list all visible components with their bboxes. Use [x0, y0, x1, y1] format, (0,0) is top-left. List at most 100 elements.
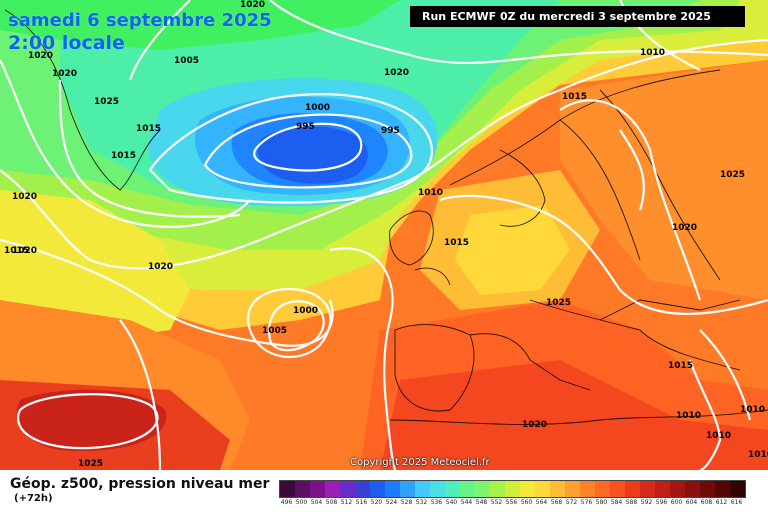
- forecast-date: samedi 6 septembre 2025: [8, 10, 272, 31]
- copyright-text: Copyright 2025 Meteociel.fr: [350, 457, 490, 468]
- scale-label: 500: [295, 499, 308, 506]
- isobar-label: 1025: [720, 170, 745, 180]
- scale-swatch: [685, 481, 700, 497]
- isobar-label: 1010: [640, 48, 665, 58]
- scale-label: 544: [460, 499, 473, 506]
- isobar-label: 1010: [740, 405, 765, 415]
- scale-swatch: [340, 481, 355, 497]
- isobar-label: 1020: [522, 420, 547, 430]
- isobar-label: 1005: [262, 326, 287, 336]
- isobar-label: 1010: [748, 450, 768, 460]
- scale-swatch: [490, 481, 505, 497]
- isobar-label: 1015: [4, 246, 29, 256]
- scale-label: 564: [535, 499, 548, 506]
- forecast-time: 2:00 locale: [8, 32, 125, 54]
- isobar-label: 1020: [384, 68, 409, 78]
- scale-label: 536: [430, 499, 443, 506]
- scale-swatch: [610, 481, 625, 497]
- scale-swatch: [655, 481, 670, 497]
- isobar-label: 1020: [28, 51, 53, 61]
- isobar-label: 995: [381, 126, 400, 136]
- scale-label: 560: [520, 499, 533, 506]
- scale-label: 592: [640, 499, 653, 506]
- color-scale: [279, 480, 746, 498]
- scale-swatch: [430, 481, 445, 497]
- isobar-label: 1000: [305, 103, 330, 113]
- isobar-label: 995: [296, 122, 315, 132]
- scale-swatch: [460, 481, 475, 497]
- scale-label: 616: [730, 499, 743, 506]
- isobar-label: 1020: [148, 262, 173, 272]
- isobar-label: 1025: [78, 459, 103, 469]
- isobar-label: 1020: [672, 223, 697, 233]
- scale-swatch: [550, 481, 565, 497]
- isobar-label: 1020: [52, 69, 77, 79]
- scale-label: 524: [385, 499, 398, 506]
- scale-label: 596: [655, 499, 668, 506]
- isobar-label: 1020: [12, 246, 37, 256]
- scale-label: 532: [415, 499, 428, 506]
- scale-label: 556: [505, 499, 518, 506]
- scale-label: 552: [490, 499, 503, 506]
- scale-swatch: [385, 481, 400, 497]
- scale-label: 508: [325, 499, 338, 506]
- scale-label: 608: [700, 499, 713, 506]
- scale-swatch: [295, 481, 310, 497]
- scale-swatch: [475, 481, 490, 497]
- scale-swatch: [625, 481, 640, 497]
- isobar-label: 1015: [444, 238, 469, 248]
- scale-label: 576: [580, 499, 593, 506]
- scale-swatch: [670, 481, 685, 497]
- scale-swatch: [445, 481, 460, 497]
- legend-footer: Géop. z500, pression niveau mer (+72h) 4…: [0, 470, 768, 512]
- scale-label: 512: [340, 499, 353, 506]
- scale-label: 568: [550, 499, 563, 506]
- scale-label: 528: [400, 499, 413, 506]
- scale-label: 520: [370, 499, 383, 506]
- scale-label: 516: [355, 499, 368, 506]
- scale-label: 612: [715, 499, 728, 506]
- isobar-label: 1000: [293, 306, 318, 316]
- lead-time: (+72h): [14, 493, 53, 504]
- isobar-label: 1025: [546, 298, 571, 308]
- scale-swatch: [730, 481, 745, 497]
- scale-label: 572: [565, 499, 578, 506]
- scale-swatch: [640, 481, 655, 497]
- scale-label: 604: [685, 499, 698, 506]
- scale-swatch: [595, 481, 610, 497]
- scale-swatch: [565, 481, 580, 497]
- color-scale-labels: 496 500 504 508 512 516 520 524 528 532 536 540 544 5…: [279, 499, 744, 509]
- scale-swatch: [520, 481, 535, 497]
- scale-label: 580: [595, 499, 608, 506]
- scale-swatch: [355, 481, 370, 497]
- isobar-label: 1015: [136, 124, 161, 134]
- scale-swatch: [415, 481, 430, 497]
- isobar-label: 1010: [676, 411, 701, 421]
- scale-swatch: [715, 481, 730, 497]
- scale-swatch: [400, 481, 415, 497]
- isobar-label: 1015: [668, 361, 693, 371]
- scale-swatch: [370, 481, 385, 497]
- scale-label: 496: [280, 499, 293, 506]
- scale-swatch: [700, 481, 715, 497]
- isobar-label: 1010: [418, 188, 443, 198]
- isobar-label: 1015: [111, 151, 136, 161]
- isobar-label: 1025: [94, 97, 119, 107]
- scale-label: 504: [310, 499, 323, 506]
- scale-label: 584: [610, 499, 623, 506]
- isobar-label: 1020: [12, 192, 37, 202]
- product-title: Géop. z500, pression niveau mer: [10, 476, 270, 492]
- weather-map: 1020 1020 1020 1025 1005 1020 1015 1015 1000 995 9…: [0, 0, 768, 470]
- scale-swatch: [505, 481, 520, 497]
- isobar-label: 1020: [240, 0, 265, 10]
- scale-swatch: [535, 481, 550, 497]
- run-info: Run ECMWF 0Z du mercredi 3 septembre 202…: [410, 6, 745, 27]
- scale-swatch: [280, 481, 295, 497]
- scale-label: 600: [670, 499, 683, 506]
- scale-label: 540: [445, 499, 458, 506]
- isobar-label: 1010: [706, 431, 731, 441]
- scale-label: 588: [625, 499, 638, 506]
- scale-label: 548: [475, 499, 488, 506]
- scale-swatch: [580, 481, 595, 497]
